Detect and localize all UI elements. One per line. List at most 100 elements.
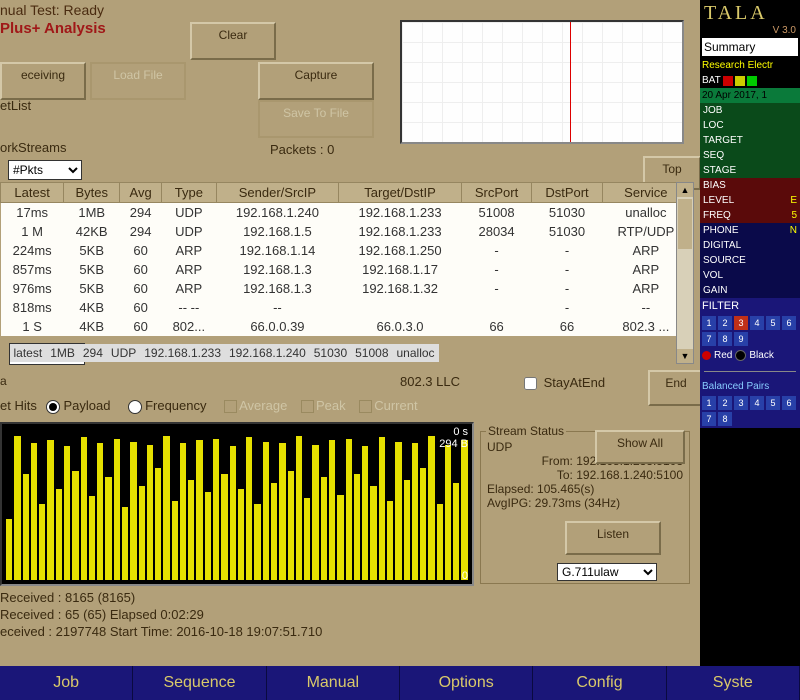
capture-button[interactable]: Capture [258,62,374,100]
table-row[interactable]: 17ms1MB294UDP192.168.1.240192.168.1.2335… [1,203,690,222]
llc-label: 802.3 LLC [400,374,460,389]
table-row[interactable]: 818ms4KB60-- ------- [1,298,690,317]
stream-to: To: 192.168.1.240:5100 [487,468,683,482]
payload-radio[interactable]: Payload [46,398,110,414]
pair-cell[interactable]: 6 [782,396,796,410]
table-row[interactable]: 1 M42KB294UDP192.168.1.5192.168.1.233280… [1,222,690,241]
research-label: Research Electr [700,58,800,73]
kv-row: GAIN [700,283,800,298]
filter-grid[interactable]: 123456 789 [700,314,800,348]
scroll-down-icon[interactable]: ▼ [677,349,693,363]
summary-field[interactable]: Summary [702,38,798,56]
kv-row: SEQ [700,148,800,163]
pair-cell[interactable]: 2 [718,396,732,410]
kv-row: SOURCE [700,253,800,268]
ethits-label: et Hits [0,398,37,413]
kv-row: VOL [700,268,800,283]
kv-row: LEVELE [700,193,800,208]
col-header[interactable]: Bytes [64,183,120,203]
kv-row: STAGE [700,163,800,178]
col-header[interactable]: DstPort [532,183,602,203]
kv-row: BIAS [700,178,800,193]
kv-row: TARGET [700,133,800,148]
a-label: a [0,374,7,388]
nav-item[interactable]: Syste [667,666,800,700]
table-row[interactable]: 224ms5KB60ARP192.168.1.14192.168.1.250--… [1,241,690,260]
filter-cell[interactable]: 5 [766,316,780,330]
analysis-title: Plus+ Analysis [0,20,106,37]
red-black-row[interactable]: Red Black [700,348,800,363]
nav-item[interactable]: Options [400,666,533,700]
balanced-pairs-grid[interactable]: 123456 78 [700,394,800,428]
stream-status-title: Stream Status [486,424,566,438]
nav-item[interactable]: Sequence [133,666,266,700]
pkts-select[interactable]: #Pkts [8,160,82,180]
average-checkbox[interactable]: Average [224,398,287,413]
codec-select[interactable]: G.711ulaw [557,563,657,581]
version: V 3.0 [700,25,800,36]
save-file-button[interactable]: Save To File [258,100,374,138]
table-row[interactable]: 857ms5KB60ARP192.168.1.3192.168.1.17--AR… [1,260,690,279]
stream-status-panel: Stream Status Show All UDP From: 192.168… [480,424,690,584]
test-status: nual Test: Ready [0,2,104,18]
nav-item[interactable]: Manual [267,666,400,700]
pair-cell[interactable]: 7 [702,412,716,426]
stream-elapsed: Elapsed: 105.465(s) [487,482,683,496]
pair-cell[interactable]: 1 [702,396,716,410]
filter-cell[interactable]: 6 [782,316,796,330]
col-header[interactable]: Latest [1,183,64,203]
col-header[interactable]: Sender/SrcIP [216,183,339,203]
col-header[interactable]: Type [162,183,217,203]
table-row[interactable]: latest1MB294UDP192.168.1.233192.168.1.24… [9,343,85,365]
packets-label: Packets : 0 [270,142,334,157]
kv-row: LOC [700,118,800,133]
packet-table[interactable]: LatestBytesAvgTypeSender/SrcIPTarget/Dst… [0,182,690,336]
peak-checkbox[interactable]: Peak [301,398,346,413]
pair-cell[interactable]: 4 [750,396,764,410]
current-checkbox[interactable]: Current [359,398,417,413]
listen-button[interactable]: Listen [565,521,661,555]
col-header[interactable]: SrcPort [461,183,531,203]
stayatend-checkbox[interactable]: StayAtEnd [520,374,605,393]
filter-cell[interactable]: 3 [734,316,748,330]
balanced-pairs-label: Balanced Pairs [700,379,800,394]
table-row[interactable]: 976ms5KB60ARP192.168.1.3192.168.1.32--AR… [1,279,690,298]
filter-label: FILTER [700,298,800,314]
stream-avgipg: AvgIPG: 29.73ms (34Hz) [487,496,683,510]
capacitor-icon [700,363,800,379]
col-header[interactable]: Target/DstIP [339,183,462,203]
kv-row: JOB [700,103,800,118]
frequency-radio[interactable]: Frequency [128,398,206,414]
scroll-thumb[interactable] [678,199,692,249]
footer-stats: Received : 8165 (8165) Received : 65 (65… [0,590,695,641]
kv-row: DIGITAL [700,238,800,253]
filter-cell[interactable]: 7 [702,332,716,346]
table-scrollbar[interactable]: ▲ ▼ [676,182,694,364]
load-file-button[interactable]: Load File [90,62,186,100]
receiving-button[interactable]: eceiving [0,62,86,100]
battery-row: BAT [700,73,800,88]
filter-cell[interactable]: 2 [718,316,732,330]
etlist-label: etList [0,98,31,113]
scroll-up-icon[interactable]: ▲ [677,183,693,197]
pair-cell[interactable]: 3 [734,396,748,410]
bottom-nav[interactable]: JobSequenceManualOptionsConfigSyste [0,666,800,700]
pair-cell[interactable]: 5 [766,396,780,410]
date-label: 20 Apr 2017, 1 [700,88,800,103]
filter-cell[interactable]: 9 [734,332,748,346]
signal-graph [400,20,684,144]
table-row[interactable]: 1 S4KB60802...66.0.0.3966.0.3.06666802.3… [1,317,690,336]
pair-cell[interactable]: 8 [718,412,732,426]
filter-cell[interactable]: 1 [702,316,716,330]
col-header[interactable]: Avg [120,183,162,203]
clear-button[interactable]: Clear [190,22,276,60]
nav-item[interactable]: Config [533,666,666,700]
filter-cell[interactable]: 8 [718,332,732,346]
nav-item[interactable]: Job [0,666,133,700]
show-all-button[interactable]: Show All [595,430,685,464]
workstreams-label: orkStreams [0,140,66,155]
kv-row: PHONEN [700,223,800,238]
side-panel: TALA V 3.0 Summary Research Electr BAT 2… [700,0,800,700]
filter-cell[interactable]: 4 [750,316,764,330]
logo: TALA [700,0,800,25]
